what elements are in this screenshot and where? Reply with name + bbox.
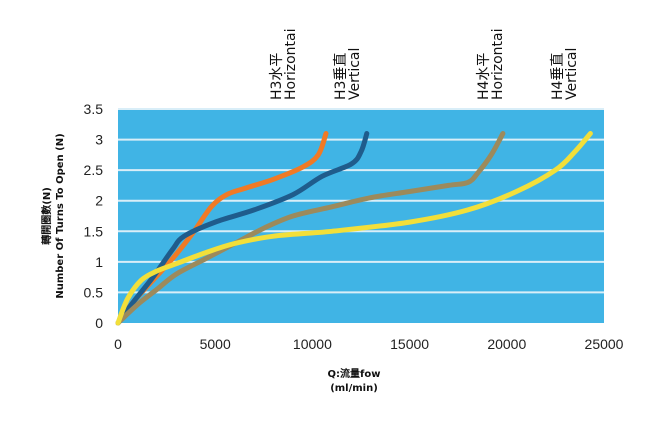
x-tick-label: 5000 bbox=[200, 336, 231, 352]
series-label-h3-horizontal: H3水平 Horizontai bbox=[269, 29, 299, 100]
series-label-h4-vertical: H4垂直 Vertical bbox=[549, 48, 580, 100]
x-tick-label: 20000 bbox=[487, 336, 526, 352]
y-axis-title: 轉開圈數(N) Number Of Turns To Open (N) bbox=[40, 133, 66, 298]
x-axis-title-line2: (ml/min) bbox=[330, 383, 378, 394]
y-tick-label: 1 bbox=[95, 254, 103, 270]
series-label-h3-vertical: H3垂直 Vertical bbox=[332, 48, 363, 100]
y-axis-title-line1: 轉開圈數(N) bbox=[40, 187, 53, 245]
series-line-h4-vertical bbox=[115, 131, 593, 326]
series-label-line1: H3水平 bbox=[269, 53, 285, 100]
x-axis-title-line1: Q:流量fow bbox=[328, 367, 381, 380]
x-tick-label: 0 bbox=[114, 336, 122, 352]
x-tick-label: 15000 bbox=[390, 336, 429, 352]
y-tick-label: 0 bbox=[95, 315, 103, 331]
series-label-line2: Vertical bbox=[347, 48, 363, 100]
series-line-h4-horizontal bbox=[115, 131, 506, 326]
y-tick-label: 3.5 bbox=[84, 101, 104, 117]
y-axis-title-line2: Number Of Turns To Open (N) bbox=[55, 133, 66, 298]
y-tick-label: 0.5 bbox=[84, 284, 104, 300]
series-label-line1: H4水平 bbox=[476, 53, 492, 100]
x-tick-label: 25000 bbox=[585, 336, 624, 352]
y-tick-label: 3 bbox=[95, 132, 103, 148]
y-tick-label: 2 bbox=[95, 193, 103, 209]
series-label-line1: H4垂直 bbox=[549, 53, 566, 100]
series-label-h4-horizontal: H4水平 Horizontai bbox=[476, 29, 506, 100]
y-tick-label: 2.5 bbox=[84, 162, 104, 178]
series-label-line2: Vertical bbox=[564, 48, 580, 100]
series-label-line2: Horizontai bbox=[283, 29, 299, 100]
y-tick-labels: 0 0.5 1 1.5 2 2.5 3 3.5 bbox=[84, 101, 104, 331]
y-tick-label: 1.5 bbox=[84, 223, 104, 239]
series-label-line1: H3垂直 bbox=[332, 53, 349, 100]
series-label-line2: Horizontai bbox=[490, 29, 506, 100]
series-line-h3-vertical bbox=[115, 131, 370, 326]
plot-area bbox=[118, 109, 604, 323]
x-tick-labels: 0 5000 10000 15000 20000 25000 bbox=[114, 336, 624, 352]
series-lines bbox=[115, 131, 593, 326]
x-tick-label: 10000 bbox=[293, 336, 332, 352]
